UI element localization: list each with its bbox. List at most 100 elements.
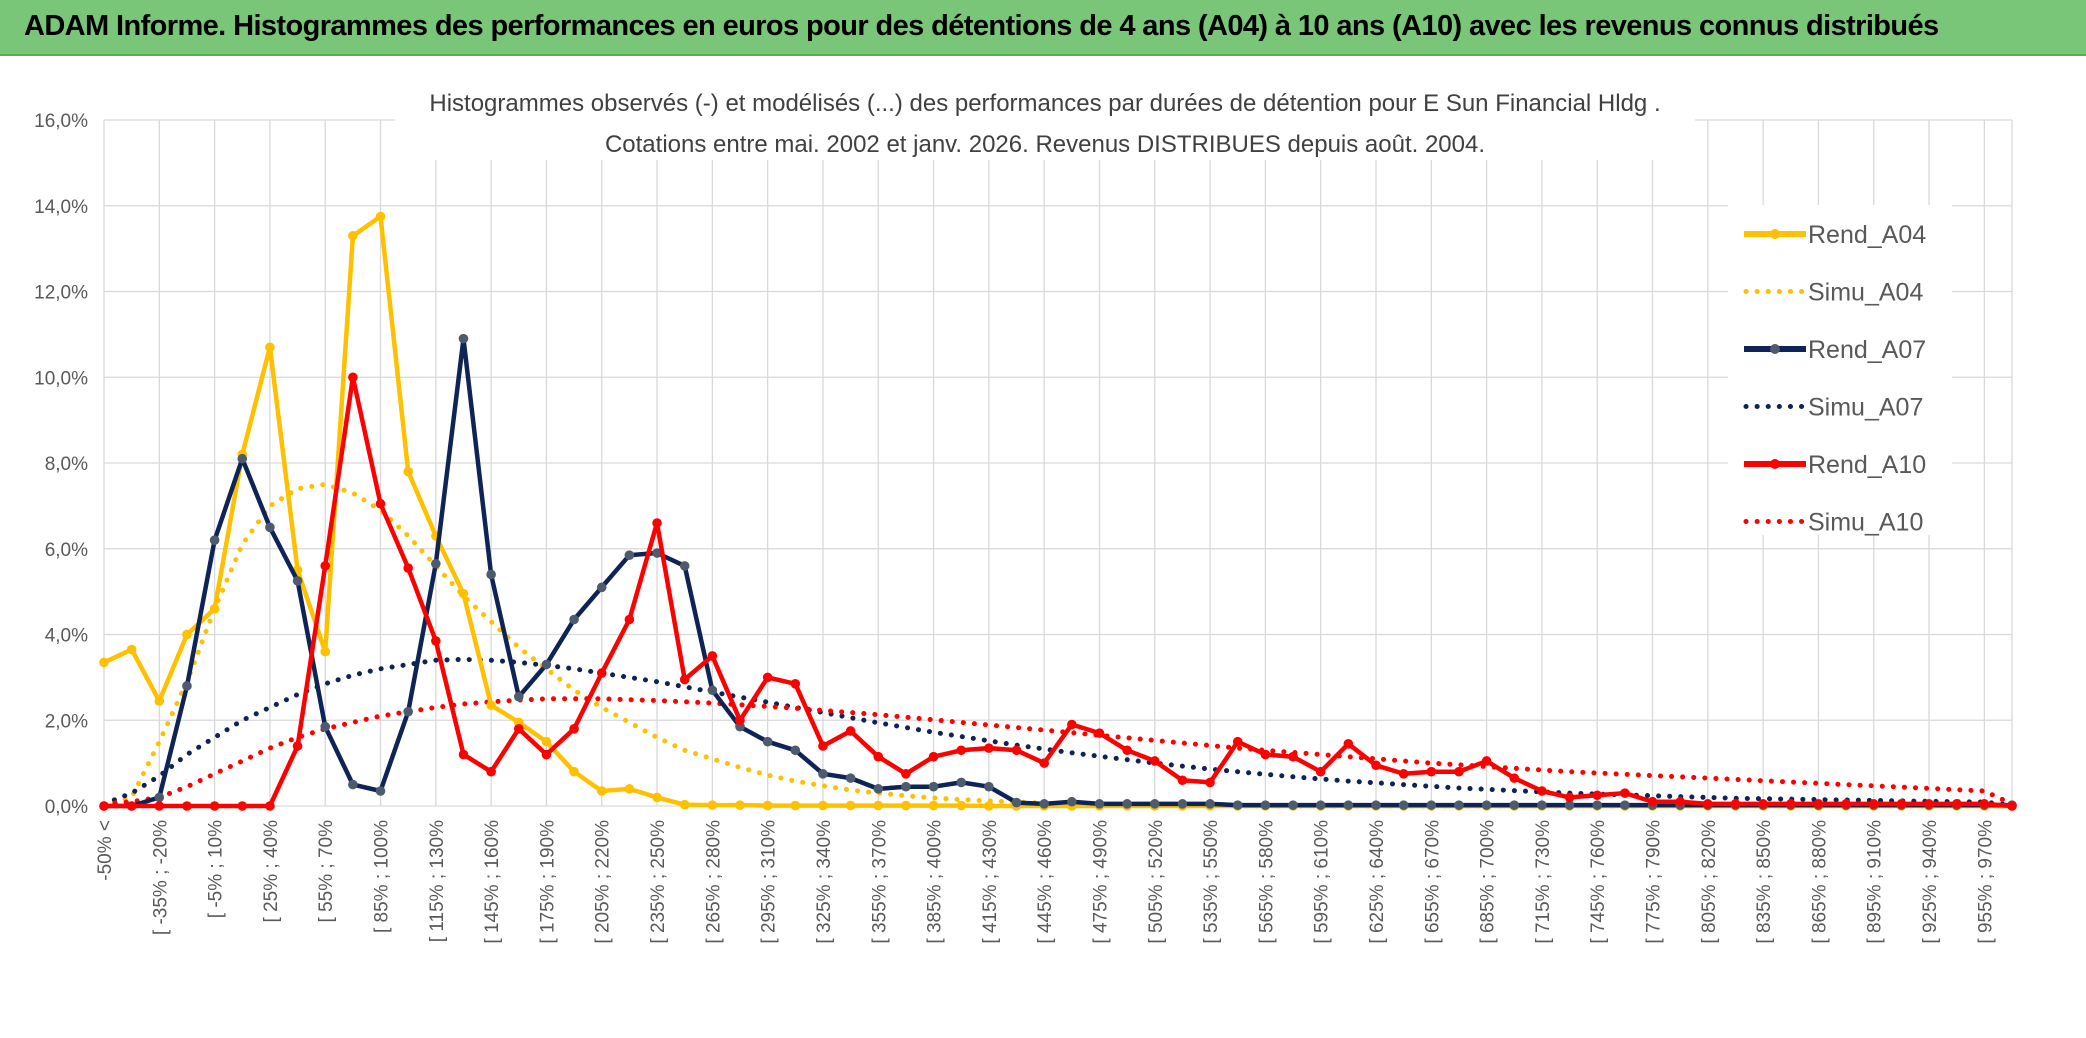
data-point-Rend_A10	[1841, 799, 1851, 809]
data-point-Rend_A07	[984, 781, 994, 792]
data-point-Rend_A04	[182, 629, 192, 640]
grid	[103, 119, 2013, 807]
chart-subtitle: Cotations entre mai. 2002 et janv. 2026.…	[605, 131, 1485, 158]
data-point-Rend_A04	[735, 800, 745, 810]
x-tick-label: [ 415% ; 430%	[980, 820, 1001, 944]
x-tick-label: [ 445% ; 460%	[1035, 820, 1056, 944]
data-point-Rend_A10	[265, 801, 275, 811]
data-point-Rend_A10	[845, 726, 856, 736]
data-point-Rend_A07	[762, 736, 773, 747]
data-point-Rend_A07	[154, 792, 165, 803]
data-point-Rend_A04	[348, 230, 358, 241]
data-point-Rend_A10	[1620, 788, 1630, 798]
data-point-Rend_A04	[541, 736, 552, 747]
data-point-Rend_A07	[209, 535, 220, 545]
data-point-Rend_A04	[154, 696, 165, 706]
data-point-Rend_A07	[1260, 800, 1271, 810]
x-tick-label: [ 295% ; 310%	[759, 820, 780, 944]
data-point-Rend_A04	[873, 800, 884, 811]
data-point-Rend_A04	[956, 800, 967, 811]
data-point-Rend_A07	[1149, 799, 1160, 809]
data-point-Rend_A04	[486, 700, 496, 711]
data-point-Rend_A10	[1315, 766, 1326, 777]
data-point-Rend_A07	[652, 548, 662, 558]
data-point-Rend_A07	[956, 777, 967, 788]
data-point-Rend_A10	[1675, 796, 1685, 807]
data-point-Rend_A10	[1564, 792, 1575, 803]
data-point-Rend_A07	[1620, 800, 1630, 810]
page-title: ADAM Informe. Histogrammes des performan…	[24, 10, 1939, 42]
data-point-Rend_A10	[375, 498, 386, 509]
data-point-Rend_A10	[403, 563, 413, 573]
data-point-Rend_A10	[1343, 739, 1354, 749]
data-point-Rend_A10	[1785, 799, 1796, 809]
x-tick-label: [ 655% ; 670%	[1422, 820, 1443, 944]
x-tick-label: -50% <	[95, 820, 116, 881]
data-point-Rend_A10	[292, 741, 303, 751]
series-line-Rend_A10	[104, 375, 2013, 809]
chart-title: Histogrammes observés (-) et modélisés (…	[429, 90, 1660, 117]
data-point-Rend_A07	[596, 582, 607, 593]
data-point-Rend_A10	[707, 651, 718, 661]
y-tick-label: 8,0%	[45, 454, 88, 475]
data-point-Rend_A10	[431, 636, 441, 646]
x-tick-label: [ 835% ; 850%	[1754, 820, 1775, 944]
data-point-Rend_A10	[1067, 719, 1077, 730]
x-tick-label: [ 925% ; 940%	[1920, 820, 1941, 944]
data-point-Rend_A07	[1343, 800, 1354, 810]
legend-box	[1728, 205, 1952, 535]
data-point-Rend_A07	[486, 569, 496, 580]
data-point-Rend_A10	[956, 745, 967, 756]
series-line-Simu_A10	[101, 696, 2015, 807]
data-point-Rend_A07	[375, 786, 386, 796]
x-tick-label: [ 565% ; 580%	[1256, 820, 1277, 944]
data-point-Rend_A10	[1454, 766, 1464, 777]
data-point-Rend_A04	[375, 211, 386, 222]
data-point-Rend_A10	[1260, 749, 1271, 760]
legend-label: Rend_A10	[1808, 451, 1926, 479]
data-point-Rend_A07	[348, 779, 358, 790]
histogram-chart: 0,0% 2,0% 4,0% 6,0% 8,0% 10,0% 12,0% 14,0% 16,0%…	[34, 80, 2017, 944]
data-point-Rend_A10	[1481, 756, 1492, 766]
x-tick-label: [ 625% ; 640%	[1367, 820, 1388, 944]
data-point-Rend_A04	[818, 800, 828, 811]
data-point-Rend_A04	[458, 588, 469, 599]
data-point-Rend_A10	[458, 749, 469, 760]
series-line-Rend_A04	[103, 214, 2012, 809]
data-point-Rend_A07	[1481, 800, 1492, 810]
data-point-Rend_A07	[790, 745, 801, 756]
data-point-Rend_A07	[845, 773, 856, 783]
y-tick-label: 4,0%	[45, 626, 88, 647]
data-point-Rend_A07	[1205, 799, 1215, 809]
data-point-Rend_A10	[1813, 799, 1824, 809]
data-point-Rend_A10	[209, 801, 220, 811]
data-point-Rend_A10	[652, 518, 662, 528]
data-point-Rend_A04	[569, 766, 579, 777]
x-tick-label: [ 715% ; 730%	[1533, 820, 1554, 944]
data-point-Rend_A10	[541, 749, 552, 760]
legend-label: Rend_A04	[1808, 221, 1926, 249]
data-point-Rend_A10	[1094, 728, 1105, 738]
data-point-Rend_A10	[154, 801, 165, 811]
data-point-Rend_A10	[1398, 769, 1409, 779]
data-point-Rend_A07	[1232, 800, 1243, 810]
data-point-Rend_A07	[1094, 799, 1105, 809]
data-point-Rend_A10	[1868, 799, 1879, 809]
data-point-Rend_A10	[735, 715, 745, 726]
data-point-Rend_A10	[1039, 758, 1049, 768]
data-point-Rend_A04	[901, 800, 911, 811]
data-point-Rend_A10	[2007, 801, 2017, 811]
data-point-Rend_A10	[348, 372, 358, 383]
data-point-Rend_A10	[1509, 773, 1520, 783]
data-point-Rend_A10	[1758, 799, 1768, 809]
x-tick-label: [ 535% ; 550%	[1201, 820, 1222, 944]
data-point-Rend_A07	[403, 706, 413, 717]
data-point-Rend_A04	[624, 784, 635, 794]
data-point-Rend_A07	[458, 333, 469, 344]
x-tick-label: [ 865% ; 880%	[1809, 820, 1830, 944]
data-point-Rend_A07	[818, 769, 828, 779]
y-tick-label: 2,0%	[45, 711, 88, 732]
x-tick-label: [ -35% ; -20%	[150, 820, 171, 935]
data-point-Rend_A10	[182, 801, 192, 811]
y-tick-label: 14,0%	[34, 197, 88, 218]
